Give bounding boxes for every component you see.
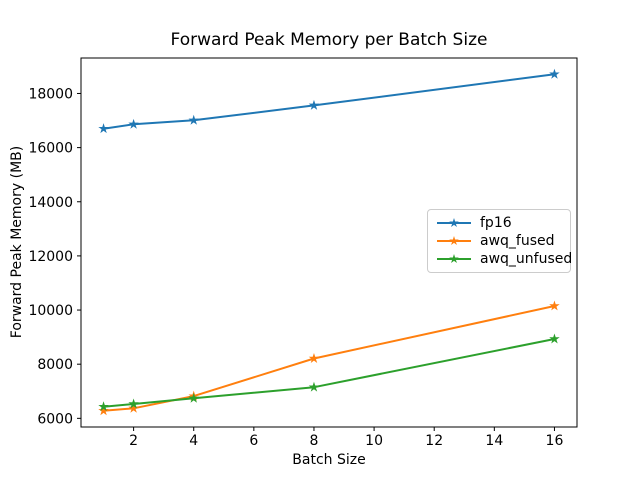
data-point-marker-fp16 (98, 123, 109, 134)
data-point-marker-awq_unfused (188, 392, 199, 403)
legend-label: fp16 (480, 215, 512, 231)
y-tick-label: 14000 (28, 195, 73, 211)
star-marker-icon (449, 236, 459, 246)
y-axis-label: Forward Peak Memory (MB) (9, 145, 25, 339)
legend-label: awq_unfused (480, 251, 573, 267)
x-tick-label: 16 (546, 433, 564, 449)
star-marker-icon (449, 218, 459, 228)
chart-title: Forward Peak Memory per Batch Size (170, 30, 488, 50)
x-tick-label: 4 (189, 433, 198, 449)
data-point-marker-fp16 (549, 68, 560, 79)
y-tick-label: 18000 (28, 86, 73, 102)
legend-line-sample-fp16 (437, 218, 471, 228)
series-line-fp16 (102, 73, 556, 130)
data-point-marker-awq_unfused (308, 381, 320, 392)
data-point-marker-awq_unfused (549, 333, 560, 344)
data-point-marker-awq_fused (98, 405, 109, 416)
star-marker-icon (449, 254, 459, 264)
data-point-marker-awq_fused (549, 300, 560, 311)
data-point-marker-awq_unfused (98, 401, 109, 412)
x-tick-label: 10 (365, 433, 383, 449)
x-tick-label: 2 (129, 433, 138, 449)
data-point-marker-awq_fused (308, 353, 320, 363)
y-tick-label: 12000 (28, 249, 73, 265)
x-tick-label: 14 (485, 433, 503, 449)
data-point-marker-awq_unfused (128, 398, 139, 409)
x-tick-label: 8 (310, 433, 319, 449)
legend-entry-awq_unfused: awq_unfused (436, 250, 572, 268)
x-tick-label: 6 (249, 433, 258, 449)
axes-frame (80, 57, 578, 428)
data-point-marker-awq_fused (128, 402, 139, 413)
legend-line-sample-awq_unfused (437, 254, 471, 264)
y-tick-label: 8000 (37, 357, 73, 373)
x-axis-label: Batch Size (292, 452, 366, 468)
x-tick-label: 12 (425, 433, 443, 449)
data-point-marker-fp16 (308, 99, 320, 110)
data-point-marker-fp16 (188, 114, 199, 125)
y-tick-label: 16000 (28, 141, 73, 157)
y-tick-label: 10000 (28, 303, 73, 319)
series-line-awq_unfused (102, 338, 556, 408)
legend-entry-awq_fused: awq_fused (436, 232, 562, 250)
data-point-marker-fp16 (128, 118, 139, 129)
legend-line-sample-awq_fused (437, 236, 471, 246)
y-tick-label: 6000 (37, 411, 73, 427)
series-line-awq_fused (102, 305, 556, 412)
legend-entry-fp16: fp16 (436, 214, 562, 232)
legend: fp16 awq_fused awq_unfused (427, 209, 572, 273)
legend-label: awq_fused (480, 233, 555, 249)
